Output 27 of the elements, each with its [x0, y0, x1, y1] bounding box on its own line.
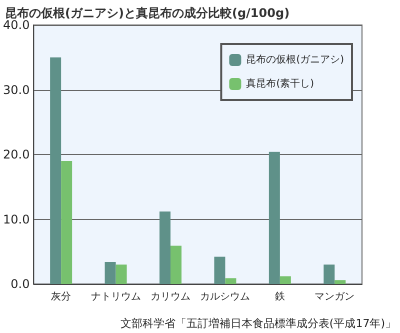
y-tick-label: 10.0 — [3, 212, 30, 226]
bar — [160, 211, 171, 284]
bar — [104, 262, 116, 284]
bar — [50, 57, 62, 284]
x-tick-label: ナトリウム — [90, 292, 141, 302]
y-tick-label: 20.0 — [3, 148, 30, 162]
bar — [280, 276, 291, 284]
x-tick-label: 灰分 — [51, 290, 72, 302]
bar — [214, 256, 226, 284]
legend-label: 昆布の仮根(ガニアシ) — [246, 54, 344, 66]
y-tick-label: 30.0 — [3, 82, 30, 97]
text: 文部科学省「五訂増補日本食品標準成分表(平成17年)」 — [120, 317, 396, 330]
x-tick-label: カルシウム — [200, 292, 250, 302]
x-tick-label: カリウム — [150, 292, 191, 302]
x-tick-label: マンガン — [314, 292, 355, 302]
bar — [225, 278, 236, 284]
bar — [116, 264, 127, 284]
legend-label: 真昆布(素干し) — [246, 78, 314, 90]
y-tick-label: 40.0 — [3, 18, 30, 32]
bar — [268, 152, 280, 284]
bar — [170, 246, 182, 284]
bar — [334, 280, 346, 284]
bar — [61, 160, 72, 284]
bar — [324, 264, 335, 284]
x-tick-label: 鉄 — [274, 290, 285, 302]
y-tick-label: 0.0 — [10, 277, 30, 291]
chart-title: 昆布の仮根(ガニアシ)と真昆布の成分比較(g/100g) — [5, 6, 290, 20]
